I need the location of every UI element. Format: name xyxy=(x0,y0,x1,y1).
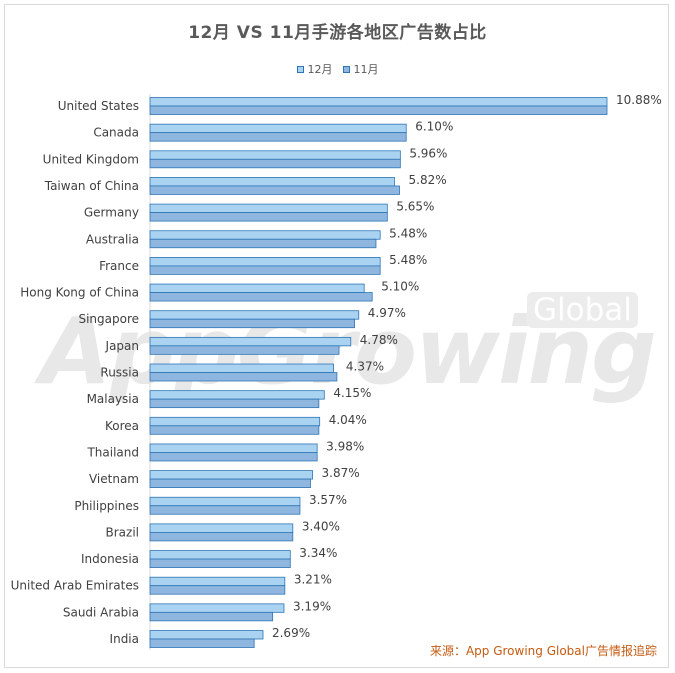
legend-label-dec: 12月 xyxy=(307,63,333,76)
data-label: 4.15% xyxy=(333,386,371,400)
bar-dec xyxy=(149,336,352,347)
data-label: 5.10% xyxy=(381,280,419,294)
bar-dec xyxy=(149,283,365,293)
bar-nov xyxy=(149,212,388,222)
source-note: 来源：App Growing Global广告情报追踪 xyxy=(429,644,657,658)
data-label: 10.88% xyxy=(616,93,662,107)
category-label: Hong Kong of China xyxy=(20,286,139,300)
category-label: Korea xyxy=(105,419,139,433)
bar-dec xyxy=(149,123,407,134)
bar-dec xyxy=(149,470,313,480)
category-label: United Kingdom xyxy=(43,152,139,166)
category-label: Brazil xyxy=(106,525,140,539)
category-label: Malaysia xyxy=(87,392,139,406)
data-label: 5.65% xyxy=(396,200,434,214)
category-label: Saudi Arabia xyxy=(63,605,139,619)
bar-nov xyxy=(149,585,286,595)
category-label: France xyxy=(99,259,139,273)
bar-nov xyxy=(149,452,318,462)
bar-dec xyxy=(149,256,381,267)
legend-label-nov: 11月 xyxy=(353,63,379,76)
bar-dec xyxy=(149,630,264,640)
legend-item-nov: 11月 xyxy=(342,61,379,77)
bar-nov xyxy=(149,238,377,249)
bar-dec xyxy=(149,496,301,507)
category-label: Germany xyxy=(84,206,139,220)
bar-nov xyxy=(149,425,320,435)
category-label: Australia xyxy=(86,232,139,246)
bar-dec xyxy=(149,523,294,533)
data-label: 3.87% xyxy=(322,466,360,480)
bar-dec xyxy=(149,576,286,587)
category-label: Vietnam xyxy=(89,472,139,486)
bar-nov xyxy=(149,105,608,115)
bar-nov xyxy=(149,292,373,302)
category-label: Indonesia xyxy=(81,552,139,566)
data-label: 3.57% xyxy=(309,493,347,507)
data-label: 3.98% xyxy=(326,439,364,453)
watermark-badge: Global xyxy=(527,292,638,328)
category-label: India xyxy=(110,632,139,646)
bar-nov xyxy=(149,478,311,489)
data-label: 3.40% xyxy=(302,519,340,533)
bar-dec xyxy=(149,310,360,320)
category-label: Singapore xyxy=(78,312,139,326)
data-label: 4.97% xyxy=(368,306,406,320)
legend-item-dec: 12月 xyxy=(296,61,333,77)
bar-dec xyxy=(149,416,321,427)
data-label: 6.10% xyxy=(415,120,453,134)
category-label: Thailand xyxy=(86,445,139,459)
bar-dec xyxy=(149,550,291,560)
data-label: 4.04% xyxy=(329,413,367,427)
legend-swatch-nov xyxy=(342,65,350,73)
bar-dec xyxy=(149,363,334,373)
bar-nov xyxy=(149,132,407,142)
data-label: 2.69% xyxy=(272,626,310,640)
category-label: Japan xyxy=(105,339,139,353)
bar-dec xyxy=(149,230,381,240)
bar-nov xyxy=(149,505,301,515)
data-label: 4.78% xyxy=(360,333,398,347)
category-label: Russia xyxy=(100,366,139,380)
bar-dec xyxy=(149,443,318,453)
bar-dec xyxy=(149,390,325,400)
data-label: 4.37% xyxy=(346,360,384,374)
bar-dec xyxy=(149,177,395,187)
bar-dec xyxy=(149,203,388,214)
legend-swatch-dec xyxy=(296,65,304,73)
bar-nov xyxy=(149,558,291,568)
bar-nov xyxy=(149,611,274,622)
bar-dec xyxy=(149,603,285,613)
bar-nov xyxy=(149,345,340,355)
bar-dec xyxy=(149,97,608,107)
data-label: 3.21% xyxy=(294,573,332,587)
bar-nov xyxy=(149,372,338,382)
chart-title: 12月 VS 11月手游各地区广告数占比 xyxy=(188,23,487,43)
category-label: Taiwan of China xyxy=(44,179,139,193)
bar-nov xyxy=(149,398,320,409)
category-label: United Arab Emirates xyxy=(11,579,139,593)
category-label: Canada xyxy=(93,126,139,140)
bar-nov xyxy=(149,158,401,169)
bar-nov xyxy=(149,532,294,542)
category-label: Philippines xyxy=(74,499,139,513)
bar-nov xyxy=(149,185,400,195)
data-label: 3.34% xyxy=(299,546,337,560)
bar-nov xyxy=(149,265,381,275)
data-label: 5.96% xyxy=(409,146,447,160)
chart-legend: 12月 11月 xyxy=(0,61,675,77)
data-label: 3.19% xyxy=(293,599,331,613)
category-label: United States xyxy=(58,99,139,113)
data-label: 5.48% xyxy=(389,253,427,267)
bar-nov xyxy=(149,638,255,648)
bar-nov xyxy=(149,318,355,329)
data-label: 5.48% xyxy=(389,226,427,240)
data-label: 5.82% xyxy=(409,173,447,187)
bar-dec xyxy=(149,150,401,160)
